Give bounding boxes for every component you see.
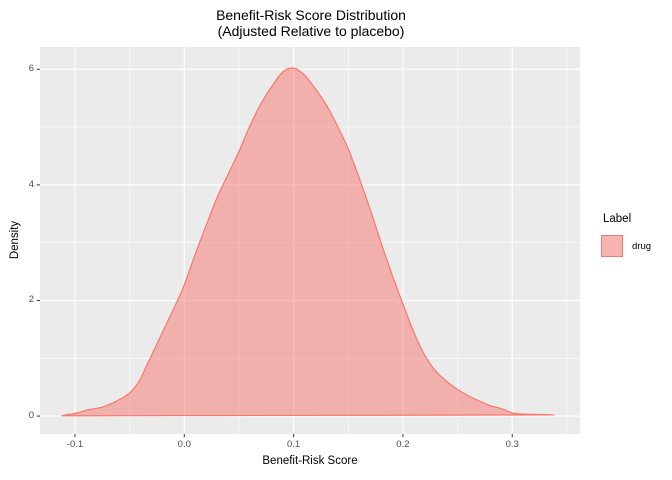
density-area-drug: [61, 67, 555, 417]
x-axis-tick-label: 0.0: [177, 439, 191, 450]
chart-title: Benefit-Risk Score Distribution (Adjuste…: [0, 7, 622, 39]
y-axis-tick-label: 6: [28, 63, 34, 75]
y-axis-title: Density: [9, 220, 21, 260]
chart-title-line2: (Adjusted Relative to placebo): [217, 23, 405, 39]
y-axis-tick-label: 4: [28, 178, 34, 190]
legend-entry-drug: drug: [601, 235, 671, 257]
legend-key-swatch: [601, 235, 623, 257]
x-axis-tick-label: -0.1: [66, 439, 84, 450]
legend: Label drug: [601, 213, 671, 257]
y-axis-tick-label: 0: [28, 410, 34, 422]
x-axis-tick-label: 0.3: [505, 439, 519, 450]
y-axis-tick-label: 2: [28, 294, 34, 306]
legend-title: Label: [603, 213, 632, 225]
x-axis-title: Benefit-Risk Score: [262, 455, 358, 467]
x-axis-tick-label: 0.2: [396, 439, 410, 450]
legend-entry-label: drug: [632, 240, 652, 252]
chart-title-line1: Benefit-Risk Score Distribution: [216, 7, 406, 23]
x-axis-tick-label: 0.1: [286, 439, 301, 450]
